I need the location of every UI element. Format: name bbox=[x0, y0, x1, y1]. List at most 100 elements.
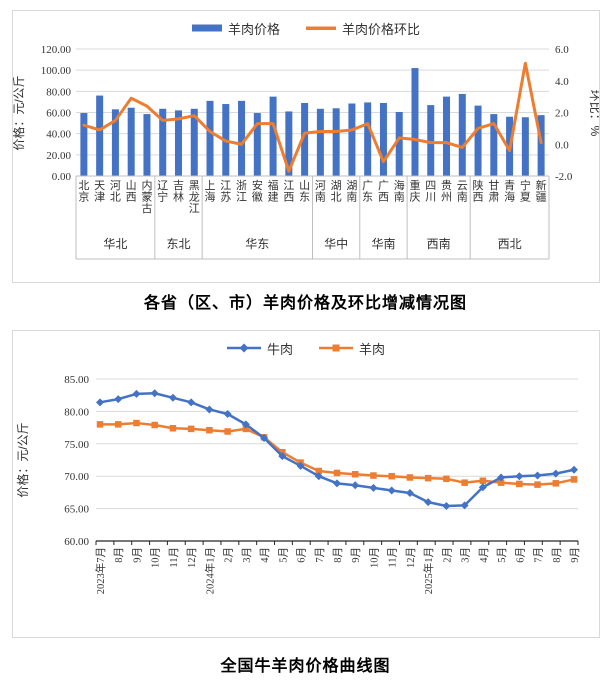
y-tick-label: 75.00 bbox=[64, 439, 89, 451]
bar bbox=[458, 93, 466, 176]
square-marker bbox=[388, 472, 395, 480]
bar bbox=[427, 105, 435, 176]
region-label: 华中 bbox=[324, 236, 348, 251]
province-label: 湖 bbox=[331, 179, 342, 192]
diamond-marker bbox=[132, 389, 141, 398]
month-label: 10月 bbox=[150, 547, 162, 568]
bar bbox=[537, 115, 545, 176]
square-marker bbox=[315, 467, 323, 475]
month-label: 10月 bbox=[368, 547, 380, 568]
y-tick-label: 70.00 bbox=[64, 471, 89, 483]
chart2-legend: 牛肉 羊肉 bbox=[13, 331, 599, 361]
square-marker bbox=[552, 480, 560, 487]
month-label: 2025年1月 bbox=[422, 547, 435, 594]
diamond-marker bbox=[351, 481, 360, 490]
province-label: 建 bbox=[268, 190, 279, 204]
province-label: 肃 bbox=[488, 191, 499, 204]
province-label: 青 bbox=[504, 179, 515, 192]
province-label: 西 bbox=[378, 192, 389, 204]
region-label: 华东 bbox=[245, 237, 269, 251]
bar bbox=[190, 108, 198, 176]
month-label: 8月 bbox=[551, 547, 563, 563]
province-label: 古 bbox=[141, 202, 152, 215]
province-label: 江 bbox=[220, 179, 231, 192]
line-swatch-rect bbox=[306, 26, 336, 30]
month-label: 4月 bbox=[478, 547, 490, 563]
bar bbox=[443, 96, 451, 176]
province-label: 云 bbox=[457, 180, 468, 192]
province-label: 南 bbox=[315, 191, 326, 204]
y-left-tick-label: 60.00 bbox=[46, 108, 71, 120]
month-label: 6月 bbox=[296, 547, 308, 563]
bar-swatch-rect bbox=[191, 24, 222, 32]
diamond-marker bbox=[114, 395, 123, 404]
diamond-marker bbox=[478, 483, 487, 492]
province-label: 海 bbox=[394, 178, 405, 192]
beef-series-swatch bbox=[226, 343, 261, 353]
bar bbox=[474, 105, 482, 176]
province-label: 湖 bbox=[346, 179, 357, 192]
square-marker bbox=[114, 421, 122, 428]
y-right-tick-label: 4.0 bbox=[555, 76, 569, 88]
month-label: 5月 bbox=[496, 547, 508, 563]
diamond-marker bbox=[260, 433, 269, 442]
province-label: 龙 bbox=[189, 191, 200, 204]
diamond-marker-icon bbox=[239, 343, 249, 353]
diamond-marker bbox=[223, 409, 232, 418]
bar bbox=[111, 109, 119, 176]
bar bbox=[395, 111, 403, 176]
month-label: 3月 bbox=[460, 547, 472, 563]
diamond-marker bbox=[497, 473, 506, 482]
bar bbox=[332, 108, 340, 176]
diamond-marker bbox=[387, 486, 396, 495]
province-label: 川 bbox=[425, 192, 436, 204]
province-label: 西 bbox=[126, 192, 137, 204]
y-right-tick-label: -2.0 bbox=[555, 171, 573, 183]
bar bbox=[490, 114, 498, 176]
province-label: 南 bbox=[394, 191, 405, 204]
bar bbox=[285, 111, 293, 176]
square-marker bbox=[370, 472, 377, 479]
square-marker bbox=[516, 480, 523, 488]
province-label: 林 bbox=[173, 190, 184, 204]
legend-label-beef: 牛肉 bbox=[266, 341, 293, 357]
province-label: 辽 bbox=[157, 179, 168, 192]
legend-label-mutton-price: 羊肉价格 bbox=[227, 21, 280, 37]
square-marker-icon bbox=[332, 344, 340, 352]
line-series-swatch bbox=[306, 26, 336, 30]
y-tick-label: 65.00 bbox=[64, 504, 89, 516]
bar-series-swatch bbox=[191, 24, 222, 32]
bar bbox=[411, 68, 419, 176]
y-left-tick-label: 0.00 bbox=[52, 171, 72, 183]
month-label: 4月 bbox=[259, 547, 271, 563]
month-label: 2月 bbox=[223, 547, 235, 563]
diamond-marker bbox=[150, 389, 159, 398]
province-label: 徽 bbox=[252, 190, 263, 204]
province-label: 浙 bbox=[236, 179, 247, 192]
y-tick-label: 60.00 bbox=[64, 536, 89, 548]
mom-change-line bbox=[82, 61, 543, 173]
province-label: 安 bbox=[252, 178, 263, 192]
month-label: 11月 bbox=[387, 547, 399, 568]
bar bbox=[80, 113, 88, 176]
province-label: 疆 bbox=[536, 191, 547, 204]
diamond-marker bbox=[442, 502, 451, 511]
diamond-marker bbox=[570, 465, 578, 474]
y-left-tick-label: 100.00 bbox=[41, 65, 72, 77]
province-label: 夏 bbox=[520, 191, 531, 204]
square-marker bbox=[96, 421, 104, 428]
province-label: 江 bbox=[283, 179, 294, 192]
square-marker bbox=[151, 421, 158, 429]
y-tick-label: 85.00 bbox=[64, 374, 89, 386]
month-label: 12月 bbox=[186, 547, 198, 568]
month-label: 7月 bbox=[314, 547, 326, 563]
province-label: 四 bbox=[425, 180, 436, 192]
square-marker bbox=[351, 471, 359, 478]
province-label: 山 bbox=[126, 179, 137, 192]
month-label: 2024年1月 bbox=[203, 547, 216, 594]
month-label: 9月 bbox=[131, 547, 143, 563]
diamond-marker bbox=[369, 483, 378, 492]
diamond-marker bbox=[187, 398, 196, 407]
legend-label-mutton: 羊肉 bbox=[359, 341, 386, 357]
province-label: 北 bbox=[331, 191, 342, 204]
